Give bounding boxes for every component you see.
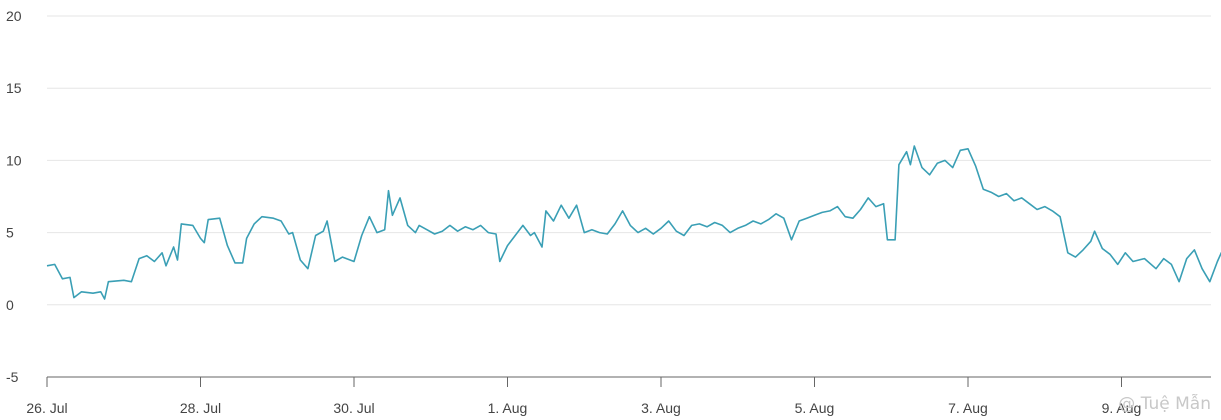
x-tick-label: 26. Jul [26, 400, 67, 416]
x-tick-label: 30. Jul [333, 400, 374, 416]
y-axis-ticks: -5 0 5 10 15 20 [6, 8, 22, 385]
x-tick-label: 7. Aug [948, 400, 988, 416]
y-tick-label: 20 [6, 8, 22, 24]
y-tick-label: 15 [6, 80, 22, 96]
y-tick-label: 0 [6, 297, 14, 313]
series-layer [46, 145, 1221, 300]
x-tick-label: 28. Jul [180, 400, 221, 416]
x-tick-label: 9. Aug [1102, 400, 1142, 416]
x-axis: 26. Jul 28. Jul 30. Jul 1. Aug 3. Aug 5. Aug 7… [26, 376, 1211, 416]
x-tick-label: 1. Aug [488, 400, 528, 416]
x-tick-label: 3. Aug [641, 400, 681, 416]
watermark: @ Tuệ Mẫn [1118, 394, 1211, 414]
y-tick-label: 10 [6, 152, 22, 168]
y-tick-label: 5 [6, 225, 14, 241]
series-line [46, 145, 1221, 300]
gridlines [47, 15, 1211, 306]
y-tick-label: -5 [6, 369, 19, 385]
x-tick-label: 5. Aug [795, 400, 835, 416]
